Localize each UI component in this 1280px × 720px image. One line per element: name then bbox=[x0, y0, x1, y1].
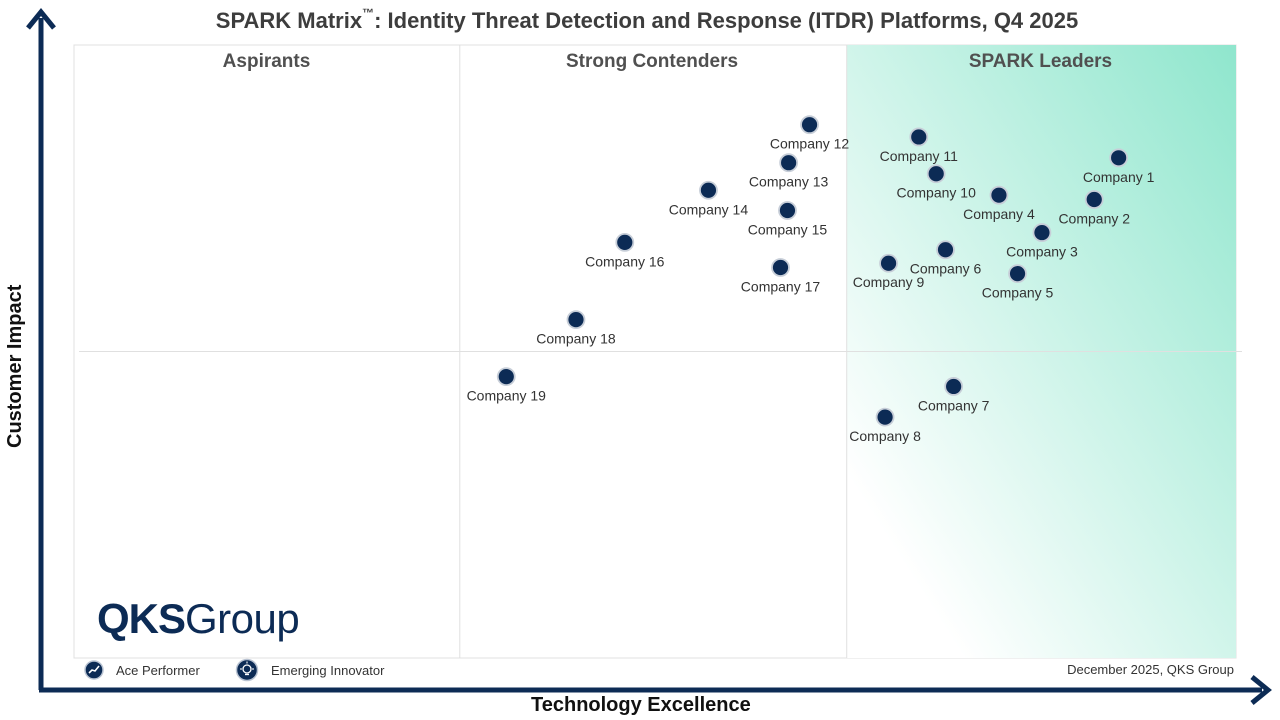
y-axis-label: Customer Impact bbox=[4, 284, 26, 448]
legend-emerging-innovator-label: Emerging Innovator bbox=[271, 662, 385, 678]
marker-company-10 bbox=[926, 164, 946, 184]
label-company-2: Company 2 bbox=[1058, 210, 1130, 226]
legend-emerging-innovator: Emerging Innovator bbox=[235, 658, 384, 682]
point-company-15: Company 15 bbox=[748, 201, 828, 238]
marker-company-5 bbox=[1008, 264, 1027, 284]
marker-company-12 bbox=[800, 115, 819, 135]
label-company-6: Company 6 bbox=[910, 261, 982, 277]
qks-group-logo: QKSGroup bbox=[97, 595, 300, 643]
logo-text-strong: QKS bbox=[97, 595, 186, 642]
chart-title-rest: : Identity Threat Detection and Response… bbox=[374, 8, 1079, 33]
marker-company-11 bbox=[909, 127, 929, 147]
marker-company-3 bbox=[1032, 223, 1052, 242]
marker-company-8 bbox=[875, 407, 895, 427]
label-company-5: Company 5 bbox=[982, 285, 1054, 301]
marker-company-4 bbox=[989, 185, 1009, 205]
x-axis-arrow-head bbox=[1250, 675, 1272, 705]
point-company-17: Company 17 bbox=[741, 258, 821, 295]
label-company-16: Company 16 bbox=[585, 253, 665, 269]
label-company-19: Company 19 bbox=[467, 388, 547, 404]
zone-label-spark-leaders: SPARK Leaders bbox=[968, 51, 1113, 72]
zone-label-aspirants: Aspirants bbox=[222, 51, 311, 72]
marker-company-9 bbox=[879, 253, 898, 273]
point-company-8: Company 8 bbox=[849, 407, 921, 444]
marker-company-18 bbox=[566, 310, 586, 330]
label-company-7: Company 7 bbox=[918, 397, 990, 413]
marker-company-7 bbox=[944, 377, 964, 396]
point-company-7: Company 7 bbox=[918, 377, 990, 413]
point-company-11: Company 11 bbox=[880, 127, 959, 164]
marker-company-17 bbox=[771, 258, 790, 277]
point-company-13: Company 13 bbox=[749, 153, 829, 190]
marker-company-1 bbox=[1109, 148, 1129, 168]
marker-company-19 bbox=[496, 367, 516, 387]
label-company-18: Company 18 bbox=[536, 331, 616, 347]
legend-ace-performer-label: Ace Performer bbox=[116, 662, 200, 678]
chart-title-main: SPARK Matrix bbox=[215, 8, 363, 33]
footnote-date-source: December 2025, QKS Group bbox=[1067, 662, 1234, 677]
marker-company-13 bbox=[779, 153, 799, 173]
label-company-14: Company 14 bbox=[669, 201, 749, 217]
marker-company-15 bbox=[778, 201, 797, 220]
marker-company-2 bbox=[1084, 190, 1104, 209]
point-company-2: Company 2 bbox=[1058, 190, 1130, 226]
point-company-4: Company 4 bbox=[963, 185, 1035, 222]
marker-company-16 bbox=[615, 232, 635, 252]
y-axis-arrow-head bbox=[26, 8, 56, 30]
label-company-1: Company 1 bbox=[1083, 169, 1155, 185]
point-company-6: Company 6 bbox=[910, 240, 982, 277]
zone-label-strong-contenders: Strong Contenders bbox=[565, 51, 739, 72]
marker-company-6 bbox=[936, 240, 955, 260]
logo-text-rest: Group bbox=[185, 595, 300, 642]
x-axis-label: Technology Excellence bbox=[531, 694, 751, 716]
label-company-8: Company 8 bbox=[849, 428, 921, 444]
point-company-19: Company 19 bbox=[467, 367, 547, 404]
label-company-10: Company 10 bbox=[897, 185, 977, 201]
point-company-5: Company 5 bbox=[982, 264, 1054, 301]
marker-company-14 bbox=[699, 180, 718, 200]
label-company-3: Company 3 bbox=[1006, 244, 1078, 260]
point-company-9: Company 9 bbox=[853, 253, 925, 290]
label-company-17: Company 17 bbox=[741, 279, 821, 295]
point-company-12: Company 12 bbox=[770, 115, 850, 152]
vendor-points: Company 1 Company 2 Company 3 Company 4 Comp… bbox=[467, 115, 1155, 444]
trademark-symbol: ™ bbox=[362, 6, 375, 20]
point-company-16: Company 16 bbox=[585, 232, 665, 269]
label-company-11: Company 11 bbox=[880, 148, 959, 164]
point-company-10: Company 10 bbox=[897, 164, 977, 201]
point-company-3: Company 3 bbox=[1006, 223, 1078, 260]
point-company-1: Company 1 bbox=[1083, 148, 1155, 185]
point-company-18: Company 18 bbox=[536, 310, 616, 347]
legend-ace-performer: Ace Performer bbox=[84, 658, 200, 682]
label-company-12: Company 12 bbox=[770, 136, 850, 152]
label-company-15: Company 15 bbox=[748, 222, 828, 238]
ace-performer-icon bbox=[84, 660, 104, 680]
label-company-9: Company 9 bbox=[853, 274, 925, 290]
label-company-13: Company 13 bbox=[749, 174, 829, 190]
emerging-innovator-icon bbox=[235, 658, 259, 682]
chart-title: SPARK Matrix™: Identity Threat Detection… bbox=[0, 6, 1280, 34]
point-company-14: Company 14 bbox=[669, 180, 749, 217]
label-company-4: Company 4 bbox=[963, 206, 1035, 222]
